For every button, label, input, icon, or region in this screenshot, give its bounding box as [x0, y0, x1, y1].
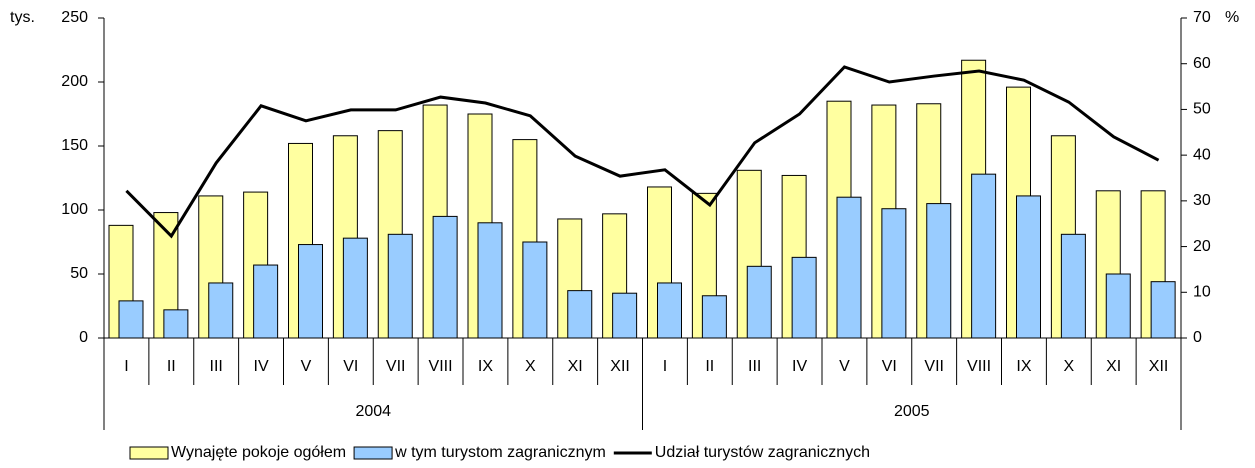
- bar: [298, 244, 323, 339]
- x-tick-label: V: [839, 358, 850, 375]
- y2-tick-label: 50: [1193, 101, 1211, 118]
- x-tick-label: XI: [1106, 358, 1121, 375]
- y-tick-label: 50: [70, 265, 88, 282]
- x-tick-label: II: [705, 358, 714, 375]
- x-tick-label: III: [210, 358, 223, 375]
- bar: [1060, 233, 1086, 339]
- bar: [701, 295, 727, 339]
- bar: [1150, 281, 1176, 339]
- bar: [612, 292, 638, 339]
- y-tick-label: 250: [61, 9, 88, 26]
- y2-tick-label: 40: [1193, 146, 1211, 163]
- x-tick-label: VII: [924, 358, 944, 375]
- y2-tick-label: 70: [1193, 9, 1211, 26]
- x-tick-label: IX: [1016, 358, 1031, 375]
- bar: [971, 173, 997, 339]
- x-tick-label: V: [301, 358, 312, 375]
- x-tick-label: VIII: [429, 358, 453, 375]
- x-tick-label: X: [525, 358, 536, 375]
- y-tick-label: 150: [61, 137, 88, 154]
- bar: [746, 265, 772, 339]
- x-tick-label: X: [1063, 358, 1074, 375]
- bar: [1105, 273, 1131, 339]
- x-tick-label: IV: [254, 358, 269, 375]
- x-group-label: 2005: [894, 403, 930, 420]
- x-tick-label: XII: [1149, 358, 1169, 375]
- bar: [657, 282, 682, 339]
- bar: [163, 309, 189, 339]
- x-tick-label: VI: [343, 358, 358, 375]
- legend-label: Udział turystów zagranicznych: [655, 444, 870, 461]
- y-tick-label: 200: [61, 73, 88, 90]
- legend-swatch: [353, 446, 393, 460]
- x-group-label: 2004: [355, 403, 391, 420]
- y-tick-label: 0: [79, 329, 88, 346]
- x-tick-label: XII: [610, 358, 630, 375]
- bar: [567, 290, 593, 339]
- y2-axis-label: %: [1225, 9, 1239, 26]
- bar: [522, 241, 548, 339]
- x-tick-label: III: [748, 358, 761, 375]
- y-tick-label: 100: [61, 201, 88, 218]
- y2-tick-label: 60: [1193, 55, 1211, 72]
- y2-tick-label: 20: [1193, 238, 1211, 255]
- bar: [1016, 195, 1041, 339]
- x-tick-label: I: [663, 358, 667, 375]
- bar: [926, 203, 952, 339]
- bar: [118, 300, 144, 339]
- bar: [342, 237, 368, 339]
- bar: [432, 215, 458, 339]
- bar: [791, 256, 817, 339]
- x-tick-label: IX: [478, 358, 493, 375]
- y2-tick-label: 30: [1193, 192, 1211, 209]
- y-axis-label: tys.: [10, 9, 35, 26]
- bar: [208, 282, 234, 339]
- x-tick-label: VIII: [967, 358, 991, 375]
- x-tick-label: VII: [386, 358, 406, 375]
- x-tick-label: VI: [882, 358, 897, 375]
- x-tick-label: IV: [792, 358, 807, 375]
- bar: [836, 196, 862, 339]
- x-tick-label: II: [167, 358, 176, 375]
- bar: [253, 264, 279, 339]
- x-tick-label: XI: [568, 358, 583, 375]
- y2-tick-label: 0: [1193, 329, 1202, 346]
- bar: [387, 233, 413, 339]
- line-series: [125, 65, 1160, 239]
- legend-swatch: [129, 446, 169, 460]
- bar: [881, 208, 907, 339]
- legend-label: w tym turystom zagranicznym: [394, 444, 606, 461]
- y2-tick-label: 10: [1193, 284, 1211, 301]
- legend-label: Wynajęte pokoje ogółem: [171, 444, 346, 461]
- x-tick-label: I: [124, 358, 128, 375]
- bar: [477, 222, 503, 339]
